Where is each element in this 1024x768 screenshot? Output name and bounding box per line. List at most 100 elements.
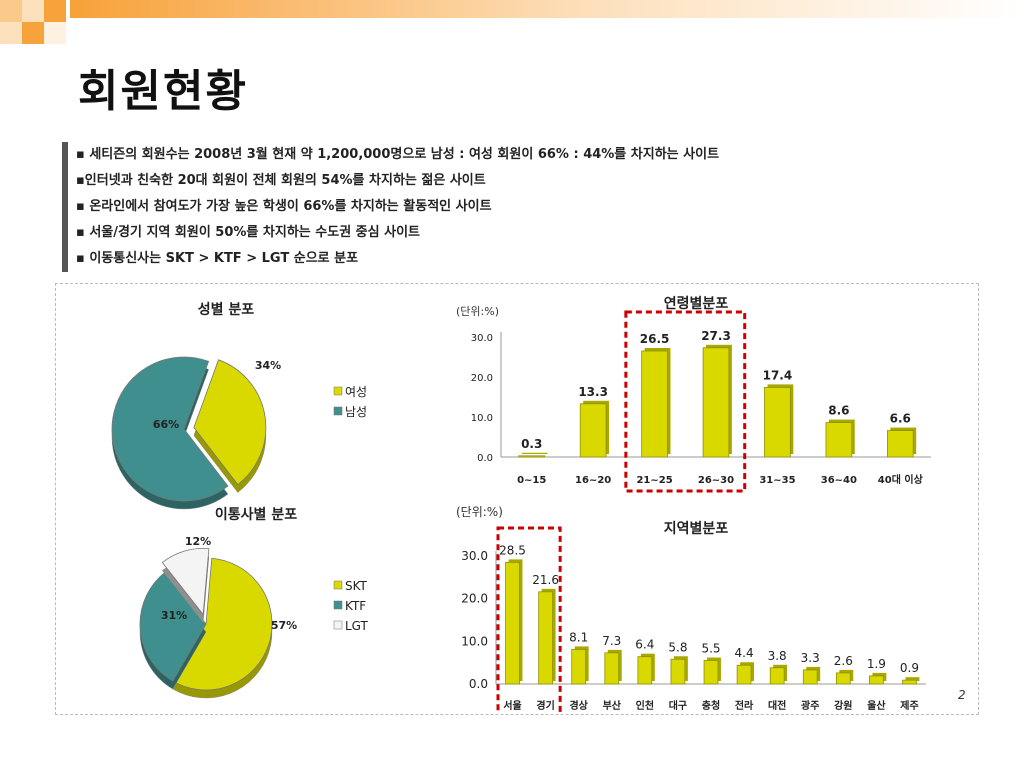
bar-value-label: 0.9	[900, 661, 919, 675]
x-tick-label: 인천	[636, 699, 654, 712]
corner-square	[44, 22, 66, 44]
bar-value-label: 5.8	[668, 640, 687, 654]
bar-value-label: 28.5	[499, 543, 526, 557]
header-gradient-bar	[70, 0, 1024, 18]
bar-value-label: 3.8	[768, 649, 787, 663]
pie-slice-label: 12%	[185, 535, 211, 548]
x-tick-label: 0~15	[517, 475, 546, 486]
bar	[604, 652, 620, 685]
bar	[869, 675, 884, 685]
x-tick-label: 40대 이상	[878, 473, 924, 486]
corner-square	[22, 22, 44, 44]
bar	[902, 679, 917, 685]
x-tick-label: 16~20	[575, 475, 611, 486]
bar-depth	[521, 452, 548, 455]
corner-square	[44, 0, 66, 22]
bar-value-label: 1.9	[867, 657, 886, 671]
pie-title: 이통사별 분포	[215, 506, 297, 523]
bar	[802, 669, 818, 685]
bar-value-label: 13.3	[578, 385, 608, 399]
bullet-item: ▪ 온라인에서 참여도가 가장 높은 학생이 66%를 차지하는 활동적인 사이…	[76, 199, 492, 214]
bar-chart-title: 지역별분포	[664, 520, 729, 537]
page-number: 2	[958, 688, 966, 702]
charts-canvas: 성별 분포 34% 여성 66% 남성 (단위:%) 연령별분포 0.0 10.0 20.0 30.…	[111, 295, 931, 719]
y-tick-label: 30.0	[471, 333, 493, 344]
x-tick-label: 26~30	[698, 475, 734, 486]
legend-label: KTF	[345, 599, 366, 613]
x-tick-label: 충청	[702, 699, 720, 712]
legend-label: 남성	[345, 405, 367, 419]
unit-label: (단위:%)	[456, 505, 503, 519]
legend-swatch	[333, 386, 343, 396]
legend-swatch	[333, 406, 343, 416]
x-tick-label: 경상	[569, 699, 588, 712]
legend-label: LGT	[345, 619, 369, 633]
bar-value-label: 7.3	[602, 634, 621, 648]
y-tick-label: 30.0	[461, 549, 488, 563]
x-tick-label: 경기	[536, 699, 554, 712]
x-tick-label: 서울	[503, 699, 521, 712]
bar	[886, 430, 914, 458]
legend-swatch	[333, 580, 343, 590]
bar-value-label: 4.4	[735, 646, 754, 660]
corner-square	[0, 22, 22, 44]
x-tick-label: 21~25	[636, 475, 672, 486]
bar-value-label: 6.6	[890, 412, 911, 426]
x-tick-label: 31~35	[759, 475, 795, 486]
y-tick-label: 0.0	[477, 453, 493, 464]
legend-label: 여성	[345, 385, 367, 399]
x-tick-label: 광주	[801, 700, 819, 712]
bullet-item: ▪ 이동통신사는 SKT > KTF > LGT 순으로 분포	[76, 251, 359, 266]
bar	[641, 350, 668, 458]
y-tick-label: 20.0	[471, 373, 493, 384]
bullet-item: ▪인터넷과 친숙한 20대 회원이 전체 회원의 54%를 차지하는 젊은 사이…	[76, 173, 486, 188]
bar	[769, 667, 785, 685]
corner-square	[0, 0, 22, 22]
charts-panel: 성별 분포 34% 여성 66% 남성 (단위:%) 연령별분포 0.0 10.0 20.0 30.…	[55, 283, 979, 719]
pie-slice-label: 34%	[255, 359, 281, 372]
bar-value-label: 5.5	[701, 642, 720, 656]
x-tick-label: 대구	[669, 699, 687, 712]
bar	[637, 656, 653, 685]
pie-slice	[172, 557, 273, 691]
y-tick-label: 10.0	[461, 634, 488, 648]
legend-swatch	[333, 600, 343, 610]
bar	[702, 347, 730, 458]
bullet-item: ▪ 세티즌의 회원수는 2008년 3월 현재 약 1,200,000명으로 남…	[76, 147, 720, 162]
x-tick-label: 울산	[867, 699, 886, 712]
bar-depth	[905, 677, 920, 682]
bar-value-label: 3.3	[801, 651, 820, 665]
bar	[518, 455, 546, 458]
x-tick-label: 전라	[735, 699, 754, 712]
y-tick-label: 0.0	[469, 677, 488, 691]
bullet-list: ▪ 세티즌의 회원수는 2008년 3월 현재 약 1,200,000명으로 남…	[62, 142, 936, 272]
bar-value-label: 26.5	[640, 332, 670, 346]
pie-title: 성별 분포	[198, 301, 255, 318]
x-tick-label: 강원	[834, 699, 852, 712]
bar	[505, 561, 520, 685]
bar-value-label: 8.6	[828, 404, 849, 418]
legend-label: SKT	[345, 579, 368, 593]
bar-value-label: 17.4	[763, 368, 793, 382]
pie-slice-label: 66%	[153, 418, 179, 431]
bar	[703, 660, 719, 685]
slide-title: 회원현황	[78, 66, 248, 117]
y-tick-label: 20.0	[461, 592, 488, 606]
bar-chart-title: 연령별분포	[664, 295, 729, 312]
bar	[670, 658, 686, 685]
pie-slice	[161, 548, 210, 616]
bar-value-label: 6.4	[635, 638, 654, 652]
bullet-item: ▪ 서울/경기 지역 회원이 50%를 차지하는 수도권 중심 사이트	[76, 225, 421, 240]
bar	[825, 422, 853, 458]
bar-value-label: 21.6	[532, 573, 559, 587]
bar	[579, 403, 607, 458]
x-tick-label: 대전	[768, 699, 786, 712]
x-tick-label: 부산	[603, 699, 622, 712]
bar	[538, 591, 553, 685]
bar-value-label: 2.6	[834, 654, 853, 668]
bar	[571, 649, 587, 685]
pie-slice-label: 31%	[161, 609, 187, 622]
y-tick-label: 10.0	[471, 413, 493, 424]
pie-slice	[139, 571, 207, 682]
pie-slice-label: 57%	[271, 619, 297, 632]
